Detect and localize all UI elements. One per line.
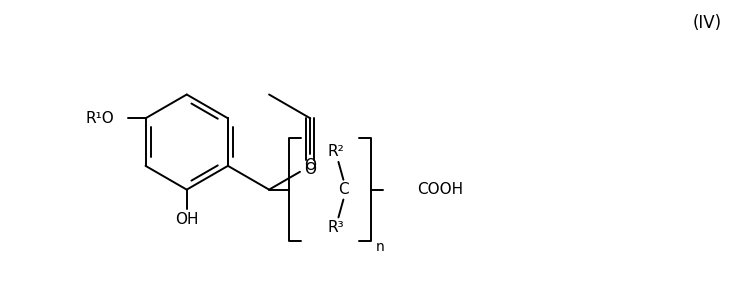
Text: (IV): (IV) <box>692 14 721 32</box>
Text: n: n <box>376 240 384 254</box>
Text: C: C <box>338 182 348 197</box>
Text: O: O <box>305 162 317 177</box>
Text: R²: R² <box>327 145 344 160</box>
Text: R³: R³ <box>327 220 344 235</box>
Text: OH: OH <box>175 212 198 227</box>
Text: O: O <box>305 158 317 173</box>
Text: COOH: COOH <box>418 182 464 197</box>
Text: R¹O: R¹O <box>85 111 114 126</box>
